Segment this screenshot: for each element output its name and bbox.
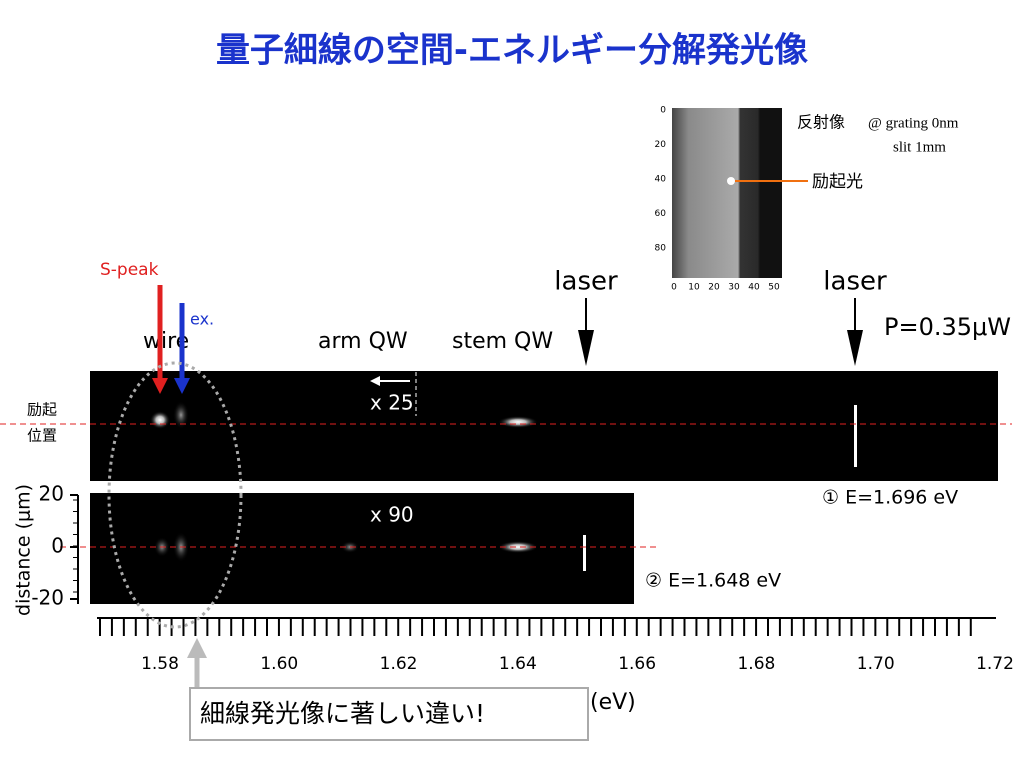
arrow-head xyxy=(187,638,207,658)
y-tick-label: 20 xyxy=(39,482,64,506)
excite-label: 位置 xyxy=(27,427,57,445)
laser-label: laser xyxy=(823,267,887,297)
highlight xyxy=(107,361,243,629)
x-tick-label: 1.58 xyxy=(141,654,179,674)
inset-y-tick: 60 xyxy=(655,209,667,219)
excite-label: 励起 xyxy=(27,401,57,419)
inset-y-tick: 20 xyxy=(655,140,667,150)
title: 量子細線の空間-エネルギー分解発光像 xyxy=(216,31,808,71)
inset-y-tick: 80 xyxy=(655,244,667,254)
x-tick-label: 1.62 xyxy=(380,654,418,674)
inset-y-tick: 40 xyxy=(655,175,667,185)
laser-line xyxy=(854,405,857,467)
inset-x-tick: 20 xyxy=(708,283,720,293)
spot xyxy=(498,416,538,428)
arm-label: arm QW xyxy=(318,329,408,354)
s-peak: S-peak xyxy=(100,260,159,280)
x25: x 25 xyxy=(370,391,414,415)
inset-x-tick: 0 xyxy=(671,283,677,293)
x-axis-label: (eV) xyxy=(590,690,636,715)
arrow-head xyxy=(152,378,168,394)
y-axis-label: distance (μm) xyxy=(13,484,35,616)
inset-spot-label: 励起光 xyxy=(812,172,863,192)
stem-label: stem QW xyxy=(452,329,553,354)
inset-slit: slit 1mm xyxy=(893,139,946,155)
inset-image xyxy=(672,108,782,278)
laser-line xyxy=(583,535,586,571)
inset-x-tick: 50 xyxy=(768,283,780,293)
arrow-head xyxy=(847,330,863,366)
inset-x-tick: 10 xyxy=(688,283,700,293)
x-tick-label: 1.68 xyxy=(737,654,775,674)
spectrum-image xyxy=(90,371,998,481)
spectrum-image xyxy=(90,493,634,604)
arrow-head xyxy=(174,378,190,394)
x-tick-label: 1.64 xyxy=(499,654,537,674)
x-tick-label: 1.70 xyxy=(857,654,895,674)
arrow-head xyxy=(370,376,380,386)
inset-y-tick: 0 xyxy=(660,106,666,116)
spot xyxy=(150,411,170,429)
inset-grating: @ grating 0nm xyxy=(868,115,959,131)
y-tick-label: 0 xyxy=(51,534,64,558)
spot xyxy=(498,541,538,553)
y-tick-label: -20 xyxy=(31,586,64,610)
arrow-head xyxy=(578,330,594,366)
energy-label: ① E=1.696 eV xyxy=(822,487,958,509)
x90: x 90 xyxy=(370,503,414,527)
x-tick-label: 1.60 xyxy=(260,654,298,674)
callout: 細線発光像に著しい違い! xyxy=(200,699,485,728)
power-label: P=0.35μW xyxy=(884,313,1011,341)
callout-box xyxy=(189,687,589,741)
ex-label: ex. xyxy=(190,310,214,329)
x-tick-label: 1.72 xyxy=(976,654,1014,674)
inset-label: 反射像 xyxy=(797,113,845,132)
energy-label: ② E=1.648 eV xyxy=(645,570,781,592)
inset-x-tick: 30 xyxy=(728,283,740,293)
spot xyxy=(173,401,189,429)
inset-spot xyxy=(727,177,735,185)
x-tick-label: 1.66 xyxy=(618,654,656,674)
laser-label: laser xyxy=(554,267,618,297)
inset-x-tick: 40 xyxy=(748,283,760,293)
